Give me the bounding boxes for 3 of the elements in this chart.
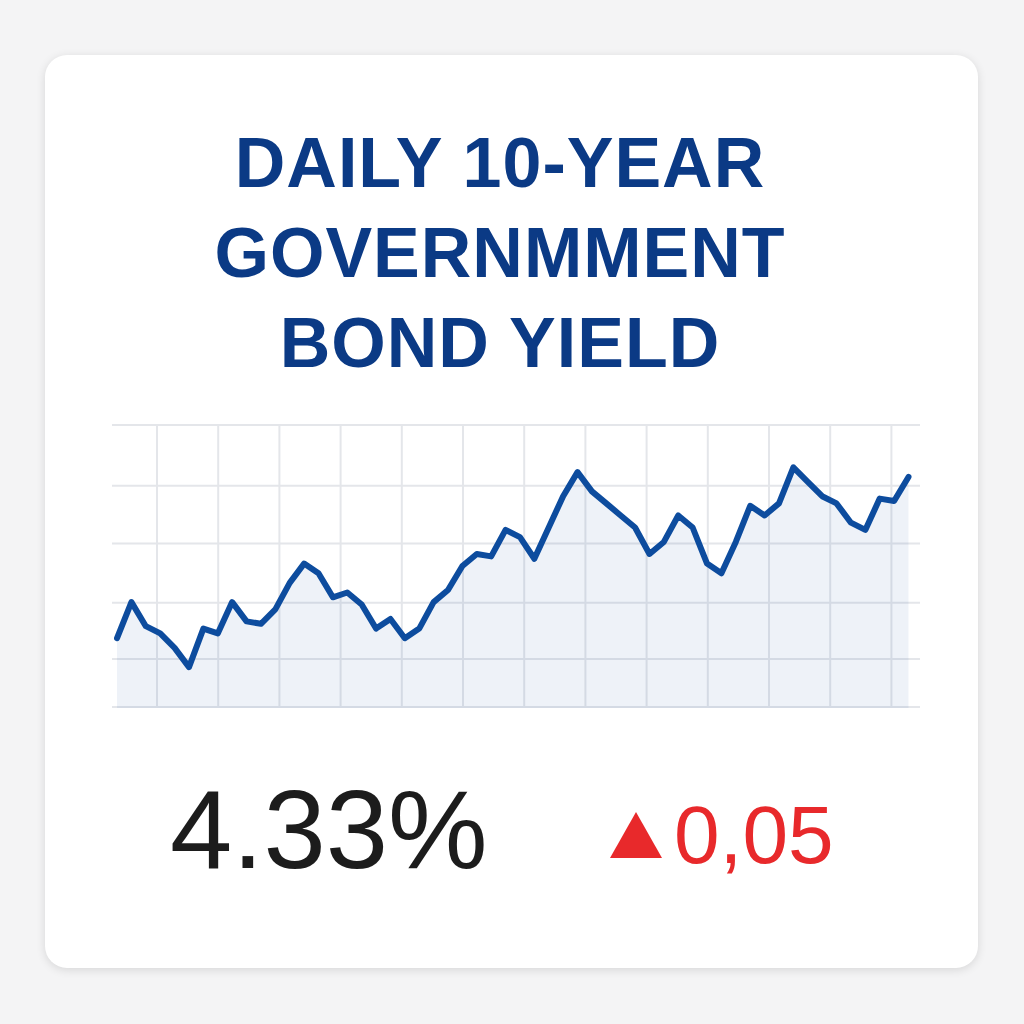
chart-title: DAILY 10-YEAR GOVERNMMENT BOND YIELD: [213, 123, 787, 384]
text: 0,05: [674, 789, 834, 880]
text: 4.33%: [170, 767, 488, 892]
